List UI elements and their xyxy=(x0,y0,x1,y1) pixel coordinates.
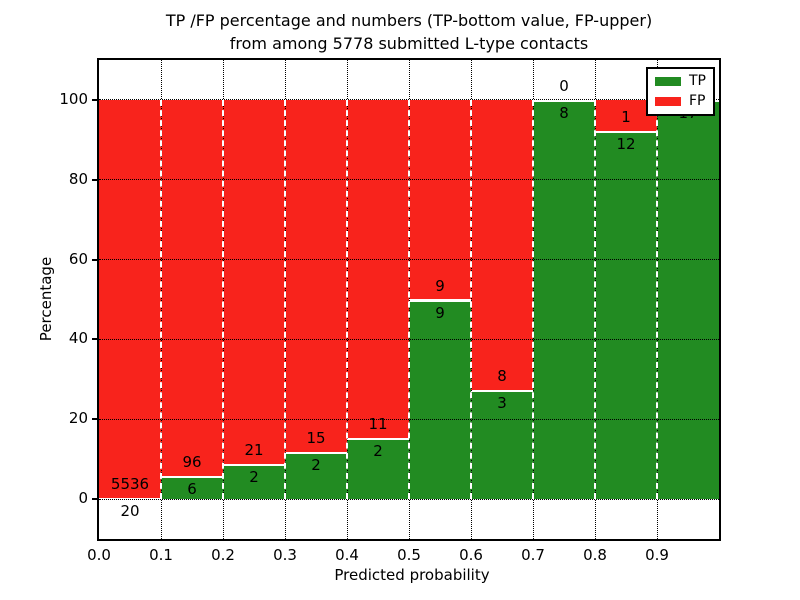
tp-bar-segment xyxy=(285,452,347,500)
bar-edge-line xyxy=(532,99,534,500)
bar-edge-line xyxy=(284,99,286,500)
fp-count-label: 96 xyxy=(182,452,202,471)
tp-count-label: 9 xyxy=(435,303,445,322)
y-tick-label: 20 xyxy=(68,409,88,428)
fp-legend-swatch xyxy=(655,97,681,106)
tp-count-label: 6 xyxy=(187,479,197,498)
tp-count-label: 2 xyxy=(311,456,321,475)
x-axis-label: Predicted probability xyxy=(334,566,490,584)
x-tick-label: 0.0 xyxy=(87,546,111,564)
h-gridline xyxy=(99,418,719,420)
fp-bar-segment xyxy=(99,99,161,498)
legend-row: FP xyxy=(655,92,706,111)
fp-count-label: 15 xyxy=(306,429,326,448)
fp-count-label: 1 xyxy=(621,107,631,126)
chart-title-line2: from among 5778 submitted L-type contact… xyxy=(229,34,589,53)
x-tick-label: 0.4 xyxy=(335,546,359,564)
tp-bar-segment xyxy=(595,130,657,500)
h-gridline xyxy=(99,498,719,500)
chart-title-line1: TP /FP percentage and numbers (TP-bottom… xyxy=(165,11,653,30)
tp-bar-segment xyxy=(657,99,719,500)
bar-edge-line xyxy=(470,99,472,500)
x-tick-label: 0.5 xyxy=(397,546,421,564)
plot-area: 553620966212152112998308112017 xyxy=(97,58,721,541)
tp-bar-segment xyxy=(223,464,285,500)
tp-bar-segment xyxy=(347,437,409,500)
chart-title: TP /FP percentage and numbers (TP-bottom… xyxy=(9,9,800,55)
x-tick-label: 0.2 xyxy=(211,546,235,564)
fp-count-label: 8 xyxy=(497,367,507,386)
fp-bar-segment xyxy=(161,99,223,476)
fp-bar-segment xyxy=(285,99,347,453)
tp-bar-segment xyxy=(161,475,223,500)
y-tick-label: 0 xyxy=(78,489,88,508)
legend-label-tp: TP xyxy=(689,73,706,89)
y-tick-label: 40 xyxy=(68,329,88,348)
x-tick-label: 0.3 xyxy=(273,546,297,564)
bar-edge-line xyxy=(656,99,658,500)
fp-bar-segment xyxy=(409,99,471,300)
fp-count-label: 21 xyxy=(244,441,264,460)
y-tick-label: 100 xyxy=(59,89,88,108)
tp-bar-segment xyxy=(533,99,595,500)
x-tick-label: 0.1 xyxy=(149,546,173,564)
tp-count-label: 2 xyxy=(373,441,383,460)
tp-count-label: 8 xyxy=(559,103,569,122)
x-tick-label: 0.9 xyxy=(645,546,669,564)
fp-count-label: 9 xyxy=(435,276,445,295)
legend-label-fp: FP xyxy=(689,93,706,109)
bar-edge-line xyxy=(408,99,410,500)
fp-bar-segment xyxy=(223,99,285,465)
h-gridline xyxy=(99,99,719,101)
h-gridline xyxy=(99,259,719,261)
y-tick-mark xyxy=(92,178,97,181)
legend: TP FP xyxy=(646,67,715,116)
x-tick-label: 0.7 xyxy=(521,546,545,564)
tp-bar-segment xyxy=(471,390,533,500)
tp-bar-segment xyxy=(409,299,471,500)
fp-bar-segment xyxy=(471,99,533,391)
tp-count-label: 12 xyxy=(616,134,636,153)
h-gridline xyxy=(99,338,719,340)
y-tick-label: 60 xyxy=(68,249,88,268)
y-tick-mark xyxy=(92,258,97,261)
y-tick-label: 80 xyxy=(68,169,88,188)
fp-count-label: 11 xyxy=(368,414,388,433)
tp-legend-swatch xyxy=(655,77,681,86)
fp-count-label: 5536 xyxy=(110,474,150,493)
tp-count-label: 20 xyxy=(120,501,140,520)
bar-edge-line xyxy=(594,99,596,500)
fp-bar-segment xyxy=(347,99,409,438)
y-tick-mark xyxy=(92,338,97,341)
x-tick-label: 0.6 xyxy=(459,546,483,564)
legend-row: TP xyxy=(655,72,706,91)
h-gridline xyxy=(99,179,719,181)
tp-count-label: 3 xyxy=(497,394,507,413)
bar-edge-line xyxy=(160,99,162,500)
bar-edge-line xyxy=(346,99,348,500)
fp-count-label: 0 xyxy=(559,76,569,95)
y-tick-mark xyxy=(92,98,97,101)
x-tick-label: 0.8 xyxy=(583,546,607,564)
tp-count-label: 2 xyxy=(249,468,259,487)
y-tick-mark xyxy=(92,498,97,501)
y-tick-mark xyxy=(92,418,97,421)
bar-edge-line xyxy=(222,99,224,500)
